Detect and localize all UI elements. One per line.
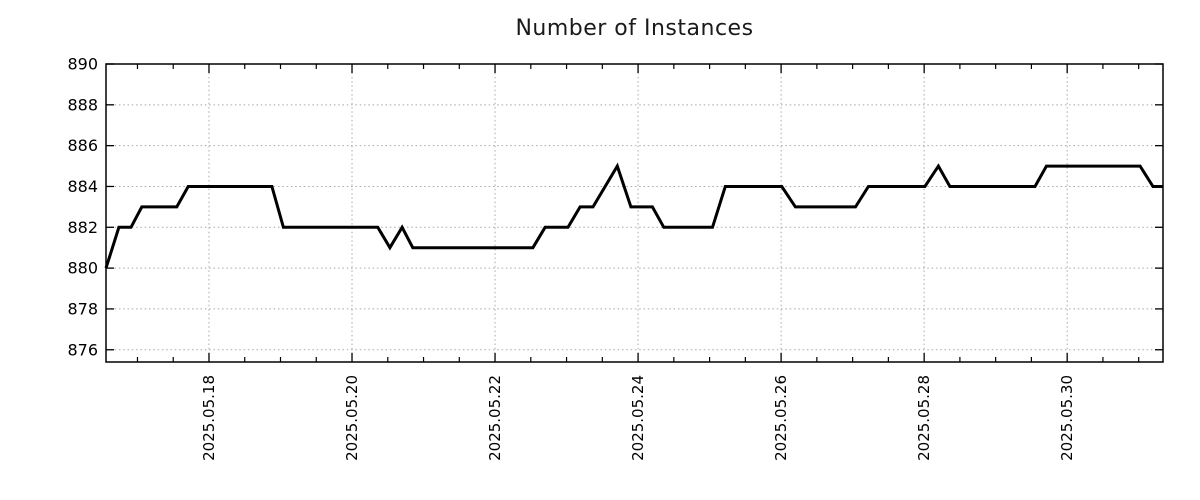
data-series-line [104, 162, 1163, 269]
y-tick-label: 880 [67, 259, 98, 278]
y-tick-label: 878 [67, 300, 98, 319]
x-tick-label: 2025.05.30 [1058, 375, 1076, 461]
y-tick-label: 890 [67, 55, 98, 74]
y-tick-label: 876 [67, 340, 98, 359]
x-tick-label: 2025.05.20 [343, 375, 361, 461]
plot-border [105, 63, 1164, 363]
x-tick-label: 2025.05.28 [915, 375, 933, 461]
y-tick-label: 886 [67, 136, 98, 155]
y-tick-label: 888 [67, 95, 98, 114]
x-tick-label: 2025.05.24 [629, 375, 647, 461]
y-tick-label: 882 [67, 218, 98, 237]
x-tick-label: 2025.05.26 [772, 375, 790, 461]
chart-title: Number of Instances [515, 16, 754, 41]
y-tick-label: 884 [67, 177, 98, 196]
x-tick-label: 2025.05.18 [200, 375, 218, 461]
x-tick-label: 2025.05.22 [486, 375, 504, 461]
